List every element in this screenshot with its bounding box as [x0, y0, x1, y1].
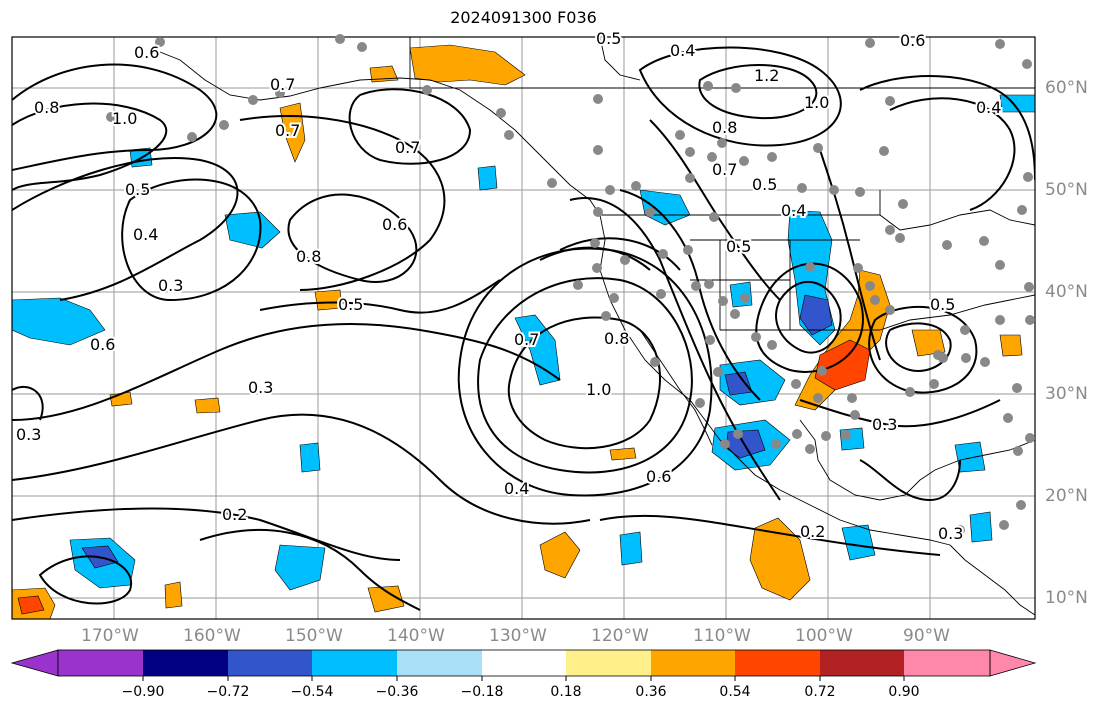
- colorbar-tick-label: −0.72: [206, 684, 250, 700]
- contour-label: 0.4: [976, 98, 1001, 117]
- colorbar-bin: [566, 650, 651, 676]
- colorbar: [10, 649, 1037, 681]
- contour-label: 0.6: [90, 335, 115, 354]
- contour-label: 0.7: [395, 138, 420, 157]
- lon-label-140w: 140°W: [387, 626, 445, 646]
- colorbar-bin: [143, 650, 228, 676]
- colorbar-extend-high: [989, 649, 1037, 677]
- contour-label: 0.8: [296, 247, 321, 266]
- lat-label-10n: 10°N: [1045, 588, 1088, 608]
- colorbar-bin: [397, 650, 482, 676]
- contour-label: 0.6: [646, 467, 671, 486]
- contour-lines: [12, 46, 1035, 611]
- colorbar-tick-label: 0.18: [550, 684, 582, 700]
- colorbar-tick-label: −0.54: [290, 684, 334, 700]
- contour-label: 0.3: [16, 425, 41, 444]
- lon-label-170w: 170°W: [81, 626, 139, 646]
- contour-label: 0.3: [248, 378, 273, 397]
- contour-label: 0.5: [125, 180, 150, 199]
- lon-label-110w: 110°W: [693, 626, 751, 646]
- contour-label: 0.3: [158, 276, 183, 295]
- contour-label: 0.6: [900, 31, 925, 50]
- contour-label: 0.5: [726, 237, 751, 256]
- colorbar-bin: [735, 650, 820, 676]
- contour-label: 0.3: [872, 415, 897, 434]
- lon-label-120w: 120°W: [591, 626, 649, 646]
- colorbar-extend-low: [10, 649, 59, 677]
- colorbar-tick-label: −0.90: [121, 684, 165, 700]
- contour-labels: 0.6 0.4 0.7 0.6 0.5 0.8 1.0 0.7 0.5 0.4 …: [14, 27, 1003, 545]
- colorbar-bin: [228, 650, 312, 676]
- station-markers: [106, 34, 1035, 535]
- contour-label: 1.0: [112, 109, 137, 128]
- lat-label-40n: 40°N: [1045, 282, 1088, 302]
- map-frame: [11, 36, 1036, 620]
- colorbar-bin: [651, 650, 735, 676]
- colorbar-tick-label: −0.36: [375, 684, 419, 700]
- colorbar-bin: [482, 650, 566, 676]
- contour-label: 0.7: [275, 121, 300, 140]
- contour-label: 0.4: [781, 201, 806, 220]
- contour-label: 0.4: [670, 41, 695, 60]
- lat-label-30n: 30°N: [1045, 384, 1088, 404]
- lon-label-130w: 130°W: [489, 626, 547, 646]
- contour-label: 0.8: [604, 329, 629, 348]
- contour-label: 0.7: [712, 160, 737, 179]
- colorbar-bin: [904, 650, 990, 676]
- lon-label-100w: 100°W: [795, 626, 853, 646]
- contour-label: 0.2: [222, 505, 247, 524]
- colorbar-bin: [58, 650, 143, 676]
- contour-label: 0.5: [752, 175, 777, 194]
- contour-label: 0.4: [133, 225, 158, 244]
- lat-label-50n: 50°N: [1045, 180, 1088, 200]
- coastlines: [149, 37, 1035, 616]
- lat-label-20n: 20°N: [1045, 486, 1088, 506]
- contour-label: 0.4: [504, 479, 529, 498]
- colorbar-tick-label: 0.54: [719, 684, 751, 700]
- contour-label: 1.2: [754, 66, 779, 85]
- colorbar-tick-label: 0.72: [804, 684, 836, 700]
- lon-label-90w: 90°W: [903, 626, 950, 646]
- contour-label: 1.0: [804, 93, 829, 112]
- contour-label: 0.2: [800, 522, 825, 541]
- contour-label: 0.7: [514, 330, 539, 349]
- colorbar-tick-label: −0.18: [460, 684, 504, 700]
- colorbar-bin: [820, 650, 904, 676]
- contour-label: 0.8: [712, 118, 737, 137]
- contour-label: 0.6: [382, 215, 407, 234]
- contour-label: 0.5: [930, 295, 955, 314]
- colorbar-bin: [312, 650, 397, 676]
- contour-label: 0.7: [270, 75, 295, 94]
- lon-label-150w: 150°W: [285, 626, 343, 646]
- lon-label-160w: 160°W: [183, 626, 241, 646]
- contour-label: 0.3: [938, 524, 963, 543]
- colorbar-tick-label: 0.36: [635, 684, 667, 700]
- colorbar-tick-label: 0.90: [888, 684, 920, 700]
- lat-label-60n: 60°N: [1045, 78, 1088, 98]
- map-title: 2024091300 F036: [450, 8, 597, 27]
- contour-label: 1.0: [586, 380, 611, 399]
- contour-label: 0.8: [34, 98, 59, 117]
- contour-label: 0.5: [596, 29, 621, 48]
- contour-label: 0.5: [338, 295, 363, 314]
- contour-label: 0.6: [134, 43, 159, 62]
